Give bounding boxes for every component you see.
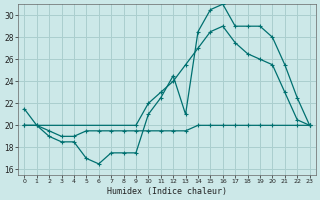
X-axis label: Humidex (Indice chaleur): Humidex (Indice chaleur) (107, 187, 227, 196)
